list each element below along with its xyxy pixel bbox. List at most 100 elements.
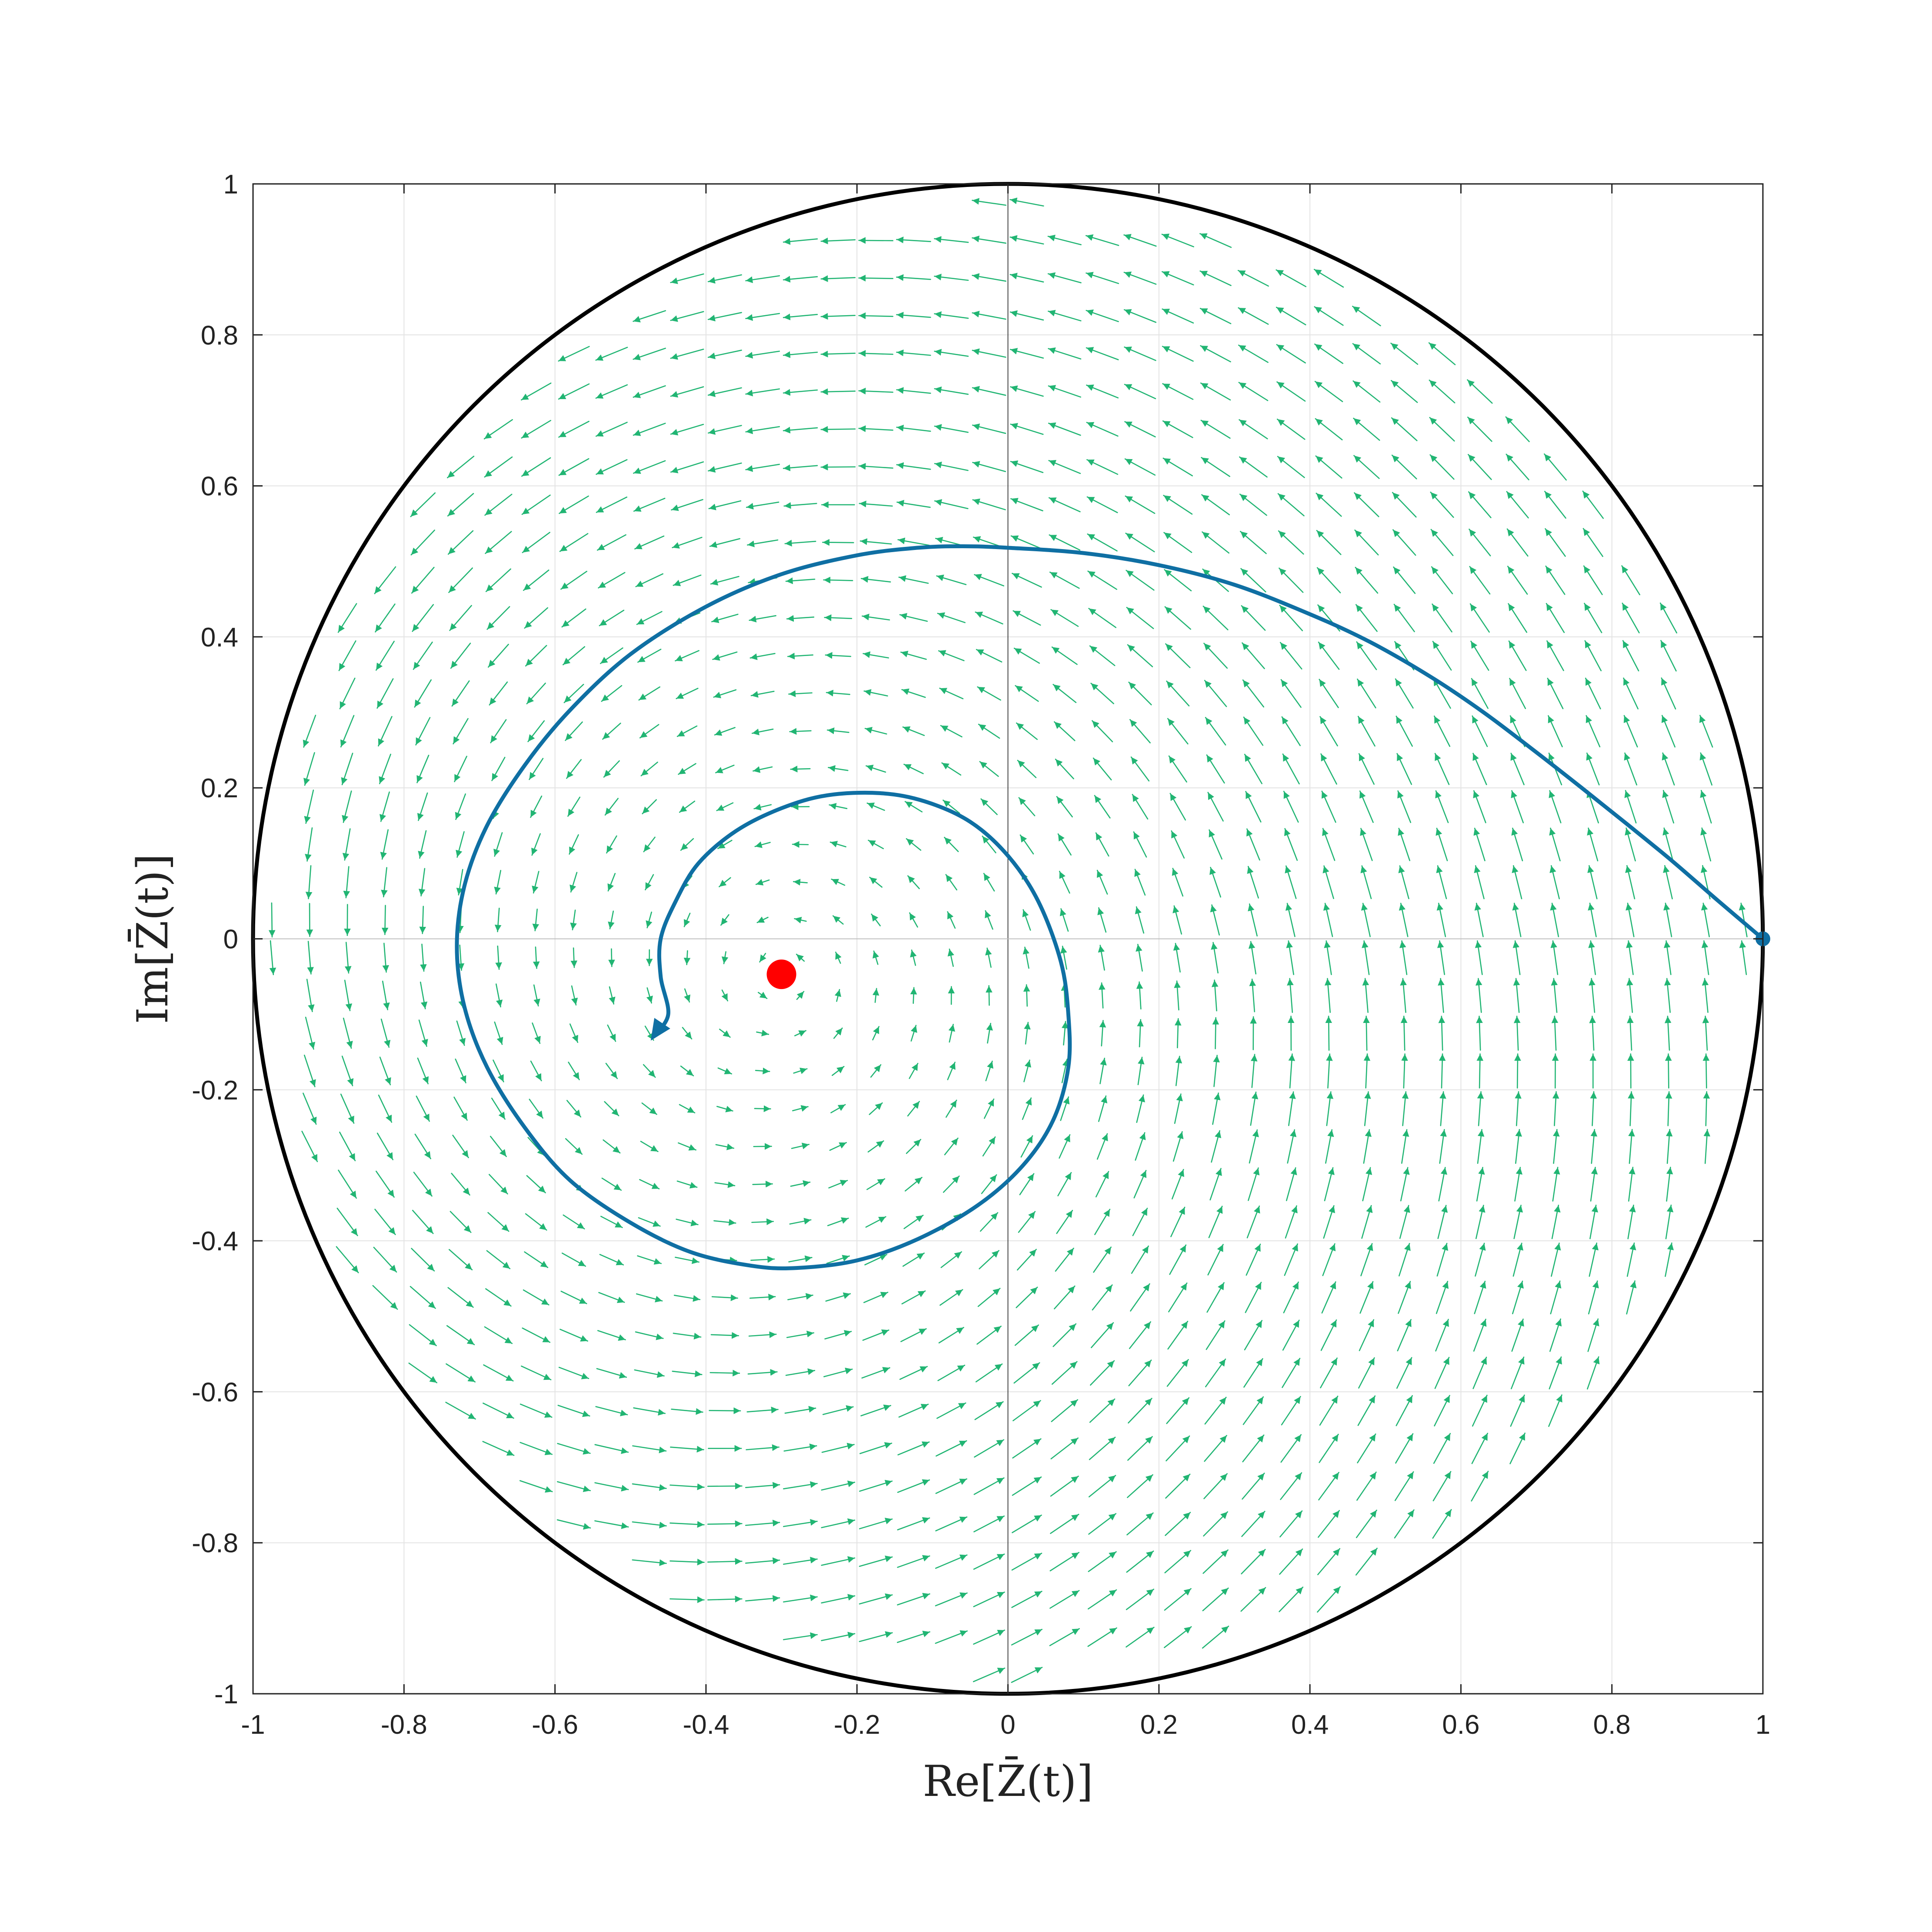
vector-arrow-532 <box>946 1099 957 1118</box>
vector-arrow-607 <box>1016 1249 1037 1271</box>
vector-arrow-632 <box>1009 310 1044 321</box>
y-tick-label-9: 0.8 <box>201 320 238 350</box>
vector-arrow-957 <box>1357 678 1376 709</box>
vector-arrow-900 <box>1318 1510 1340 1538</box>
vector-arrow-232 <box>637 1255 662 1265</box>
vector-arrow-994 <box>1392 529 1416 556</box>
vector-arrow-2 <box>301 1130 318 1163</box>
vector-arrow-212 <box>603 760 620 778</box>
vector-arrow-387 <box>792 841 809 848</box>
vector-arrow-454 <box>866 1178 886 1190</box>
vector-arrow-241 <box>646 911 653 929</box>
vector-arrow-374 <box>786 1330 815 1338</box>
vector-arrow-70 <box>414 679 432 708</box>
vector-arrow-558 <box>973 1591 1005 1607</box>
vector-arrow-494 <box>907 1101 920 1117</box>
vector-arrow-243 <box>643 836 656 853</box>
vector-arrow-175 <box>570 947 578 968</box>
vector-arrow-213 <box>602 723 621 740</box>
vector-arrow-827 <box>1241 1549 1266 1575</box>
vector-arrow-1010 <box>1439 1129 1447 1164</box>
vector-arrow-305 <box>714 1181 736 1188</box>
vector-arrow-312 <box>720 914 729 926</box>
vector-arrow-758 <box>1167 1321 1189 1350</box>
vector-arrow-740 <box>1126 570 1155 591</box>
vector-arrow-916 <box>1323 903 1333 937</box>
vector-arrow-961 <box>1354 530 1379 556</box>
vector-arrow-76 <box>445 1402 476 1420</box>
vector-arrow-588 <box>972 461 1006 472</box>
vector-arrow-541 <box>941 762 962 776</box>
vector-arrow-1028 <box>1429 454 1455 480</box>
vector-arrow-132 <box>520 1403 553 1418</box>
vector-arrow-1044 <box>1476 1016 1483 1051</box>
vector-arrow-127 <box>484 493 513 516</box>
vector-arrow-949 <box>1362 978 1369 1013</box>
y-tick-label-2: -0.6 <box>192 1377 238 1407</box>
vector-arrow-896 <box>1276 306 1306 326</box>
vector-arrow-1063 <box>1510 1394 1525 1427</box>
vector-arrow-83 <box>452 1135 469 1159</box>
vector-arrow-584 <box>975 611 1003 625</box>
vector-arrow-272 <box>680 1066 694 1076</box>
vector-arrow-918 <box>1322 828 1336 861</box>
vector-arrow-283 <box>675 650 700 662</box>
vector-arrow-543 <box>939 687 964 700</box>
vector-arrow-1161 <box>1665 1204 1674 1239</box>
vector-arrow-857 <box>1239 419 1268 440</box>
vector-arrow-487 <box>899 1366 928 1380</box>
vector-arrow-59 <box>416 1096 430 1122</box>
vector-arrow-26 <box>342 790 352 823</box>
vector-arrow-963 <box>1353 455 1380 479</box>
vector-arrow-831 <box>1242 1396 1264 1425</box>
vector-arrow-879 <box>1286 940 1294 975</box>
vector-arrow-982 <box>1400 978 1407 1013</box>
vector-arrow-744 <box>1124 421 1156 438</box>
vector-arrow-32 <box>372 1285 398 1310</box>
zero-axis-lines <box>253 184 1763 1694</box>
vector-arrow-1066 <box>1512 1280 1524 1315</box>
vector-arrow-1082 <box>1509 678 1526 710</box>
vector-arrow-179 <box>567 796 580 817</box>
vector-arrow-1061 <box>1467 379 1493 404</box>
vector-arrow-126 <box>485 531 512 554</box>
vector-arrow-28 <box>340 715 355 748</box>
vector-arrow-848 <box>1244 753 1262 784</box>
vector-arrow-678 <box>1088 1475 1116 1498</box>
vector-arrow-721 <box>1130 1283 1150 1312</box>
vector-arrow-1033 <box>1471 1432 1489 1464</box>
vector-arrow-892 <box>1277 456 1305 478</box>
vector-arrow-135 <box>523 1289 550 1306</box>
vector-arrow-980 <box>1401 1053 1408 1089</box>
vector-arrow-346 <box>757 992 768 999</box>
y-tick-label-3: -0.4 <box>192 1226 238 1256</box>
vector-arrow-318 <box>713 689 737 699</box>
vector-arrow-693 <box>1097 907 1107 933</box>
x-tick-label-1: -0.8 <box>381 1710 427 1740</box>
vector-arrow-945 <box>1363 1129 1372 1164</box>
vector-arrow-1078 <box>1511 827 1523 862</box>
vector-arrow-635 <box>1009 197 1044 207</box>
vector-arrow-300 <box>710 1369 740 1377</box>
vector-arrow-17 <box>339 1131 356 1162</box>
vector-arrow-418 <box>830 1104 846 1113</box>
vector-arrow-308 <box>717 1067 733 1075</box>
x-tick-label-6: 0.2 <box>1140 1710 1178 1740</box>
vector-arrow-852 <box>1241 605 1266 631</box>
vector-arrow-19 <box>341 1056 354 1086</box>
vector-arrow-249 <box>636 611 663 625</box>
vector-arrow-837 <box>1248 1167 1260 1201</box>
vector-arrow-353 <box>751 728 774 736</box>
vector-arrow-564 <box>975 1363 1003 1382</box>
vector-arrow-1072 <box>1514 1053 1521 1089</box>
vector-arrow-1036 <box>1473 1319 1487 1352</box>
vector-arrow-355 <box>749 653 776 660</box>
vector-arrow-643 <box>1051 1361 1078 1385</box>
vector-arrow-826 <box>1240 1587 1266 1612</box>
vector-arrow-490 <box>902 1252 925 1267</box>
vector-arrow-138 <box>526 1175 546 1193</box>
y-tick-label-1: -0.8 <box>192 1529 238 1559</box>
vector-arrow-616 <box>1022 909 1031 931</box>
vector-arrow-384 <box>796 953 805 962</box>
vector-arrow-986 <box>1398 828 1410 861</box>
